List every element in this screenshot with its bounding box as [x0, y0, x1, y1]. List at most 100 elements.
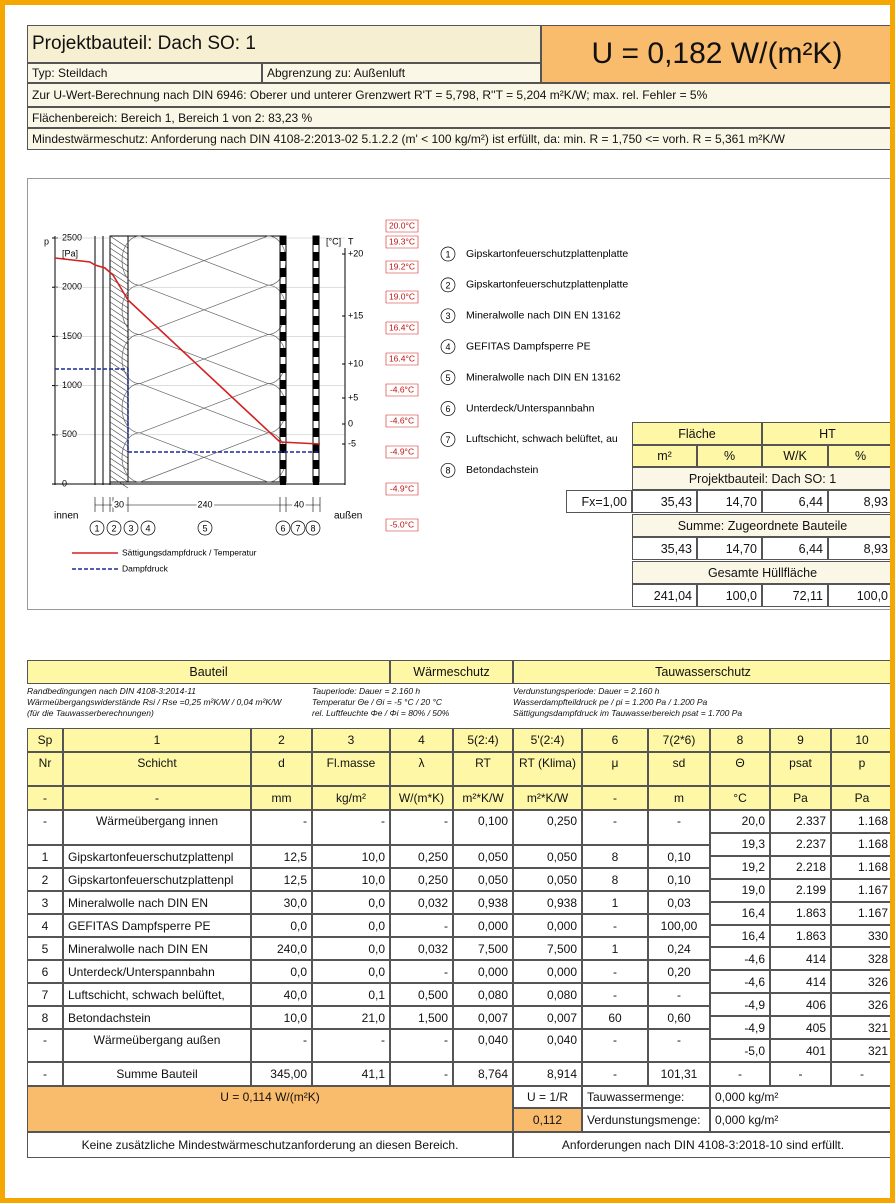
boundary-cell: 405 — [770, 1016, 831, 1040]
column-header: Θ — [710, 752, 770, 786]
hatch — [109, 355, 129, 369]
area-value: 241,04 — [632, 584, 697, 607]
layer-cell: Unterdeck/Unterspannbahn — [63, 960, 251, 983]
sum-cell: - — [770, 1062, 831, 1086]
sum-cell: 41,1 — [312, 1062, 390, 1086]
boundary-cell: 2.337 — [770, 810, 831, 833]
temperature-label: 19.2°C — [389, 261, 415, 271]
boundary-cell: 1.168 — [831, 832, 890, 856]
layer-bar-fill — [313, 348, 319, 357]
boundary-cell: -4,6 — [710, 947, 770, 971]
boundary-note: Wärmeübergangswiderstände Rsi / Rse =0,2… — [27, 697, 282, 707]
hatch — [109, 379, 129, 393]
boundary-cell: 1.167 — [831, 901, 890, 925]
layer-cell: 0,050 — [453, 845, 513, 868]
layer-cell: 0,250 — [390, 868, 453, 891]
area-header: Fläche — [632, 422, 762, 445]
area-unit: % — [828, 445, 890, 467]
group-header: Wärmeschutz — [390, 660, 513, 684]
layer-bar-fill — [313, 332, 319, 341]
p-unit: [Pa] — [62, 248, 78, 258]
info-line: Mindestwärmeschutz: Anforderung nach DIN… — [27, 128, 890, 150]
layer-cell: - — [582, 810, 648, 845]
sum-cell: - — [582, 1062, 648, 1086]
boundary-note: Sättigungsdampfdruck im Tauwasserbereich… — [513, 708, 743, 718]
layer-cell: Mineralwolle nach DIN EN — [63, 937, 251, 960]
layer-cell: - — [27, 810, 63, 845]
column-header: Sp — [27, 728, 63, 752]
layer-cell: Wärmeübergang innen — [63, 810, 251, 845]
list-number: 8 — [445, 466, 450, 476]
boundary-cell: 20,0 — [710, 810, 770, 833]
hatch — [109, 235, 129, 249]
layer-cell: 0,032 — [390, 891, 453, 914]
outside-label: außen — [334, 511, 362, 522]
layer-3 — [109, 235, 129, 483]
layer-cell: 0,250 — [390, 845, 453, 868]
roof-type: Typ: Steildach — [27, 63, 262, 83]
layer-cell: - — [390, 810, 453, 845]
layer-cell: Luftschicht, schwach belüftet, — [63, 983, 251, 1006]
layer-cell: 40,0 — [251, 983, 312, 1006]
list-marker — [440, 339, 456, 355]
column-header: 5'(2:4) — [513, 728, 582, 752]
list-marker — [440, 246, 456, 262]
layer-cell: 0,000 — [513, 914, 582, 937]
layer-cell: 4 — [27, 914, 63, 937]
hatch — [109, 319, 129, 333]
sum-cell: - — [390, 1062, 453, 1086]
area-unit: % — [697, 445, 762, 467]
t-tick-label: -5 — [348, 438, 356, 448]
sum-cell: 8,914 — [513, 1062, 582, 1086]
area-section: Gesamte Hüllfläche — [632, 561, 890, 584]
layer-bar-fill — [280, 252, 286, 261]
info-line: Zur U-Wert-Berechnung nach DIN 6946: Obe… — [27, 83, 890, 107]
layer-marker — [123, 520, 139, 536]
temperature-box — [385, 260, 419, 274]
area-value: 72,11 — [762, 584, 828, 607]
layer-cell: 21,0 — [312, 1006, 390, 1029]
layer-cell: 0,60 — [648, 1006, 710, 1029]
temperature-label: -4.9°C — [390, 446, 414, 456]
area-value: 14,70 — [697, 490, 762, 513]
temperature-box — [385, 445, 419, 459]
layer-marker — [89, 520, 105, 536]
boundary-note: Temperatur Θe / Θi = -5 °C / 20 °C — [312, 697, 443, 707]
t-tick-label: 0 — [348, 418, 353, 428]
layer-cell: 0,050 — [453, 868, 513, 891]
layer-bar-fill — [313, 380, 319, 389]
boundary-cell: 2.237 — [770, 832, 831, 856]
hatch — [109, 457, 129, 471]
layer-cell: 0,050 — [513, 845, 582, 868]
inside-label: innen — [54, 511, 78, 522]
column-header: p — [831, 752, 890, 786]
hatch — [109, 397, 129, 411]
temperature-label: -5.0°C — [390, 519, 414, 529]
layer-marker — [275, 520, 291, 536]
column-header: 6 — [582, 728, 648, 752]
hatch — [109, 289, 129, 303]
area-unit: m² — [632, 445, 697, 467]
layer-marker-label: 6 — [280, 523, 285, 533]
column-header: psat — [770, 752, 831, 786]
layer-cell: 0,500 — [390, 983, 453, 1006]
insulation-line — [139, 334, 269, 384]
hatch — [109, 253, 129, 267]
boundary-cell: 2.218 — [770, 855, 831, 879]
column-header: Schicht — [63, 752, 251, 786]
temperature-label: 20.0°C — [389, 220, 415, 230]
layer-bar-fill — [280, 300, 286, 309]
sum-cell: 345,00 — [251, 1062, 312, 1086]
p-tick-label: 500 — [62, 429, 77, 439]
sum-cell: 101,31 — [648, 1062, 710, 1086]
boundary-cell: -4,9 — [710, 1016, 770, 1040]
area-header: HT — [762, 422, 890, 445]
area-value: 100,0 — [697, 584, 762, 607]
temperature-label: 16.4°C — [389, 353, 415, 363]
legend-label: Dampfdruck — [122, 563, 169, 573]
boundary-cell: 19,0 — [710, 878, 770, 902]
dimension-label: 40 — [294, 499, 304, 509]
column-header: 5(2:4) — [453, 728, 513, 752]
column-header: 1 — [63, 728, 251, 752]
